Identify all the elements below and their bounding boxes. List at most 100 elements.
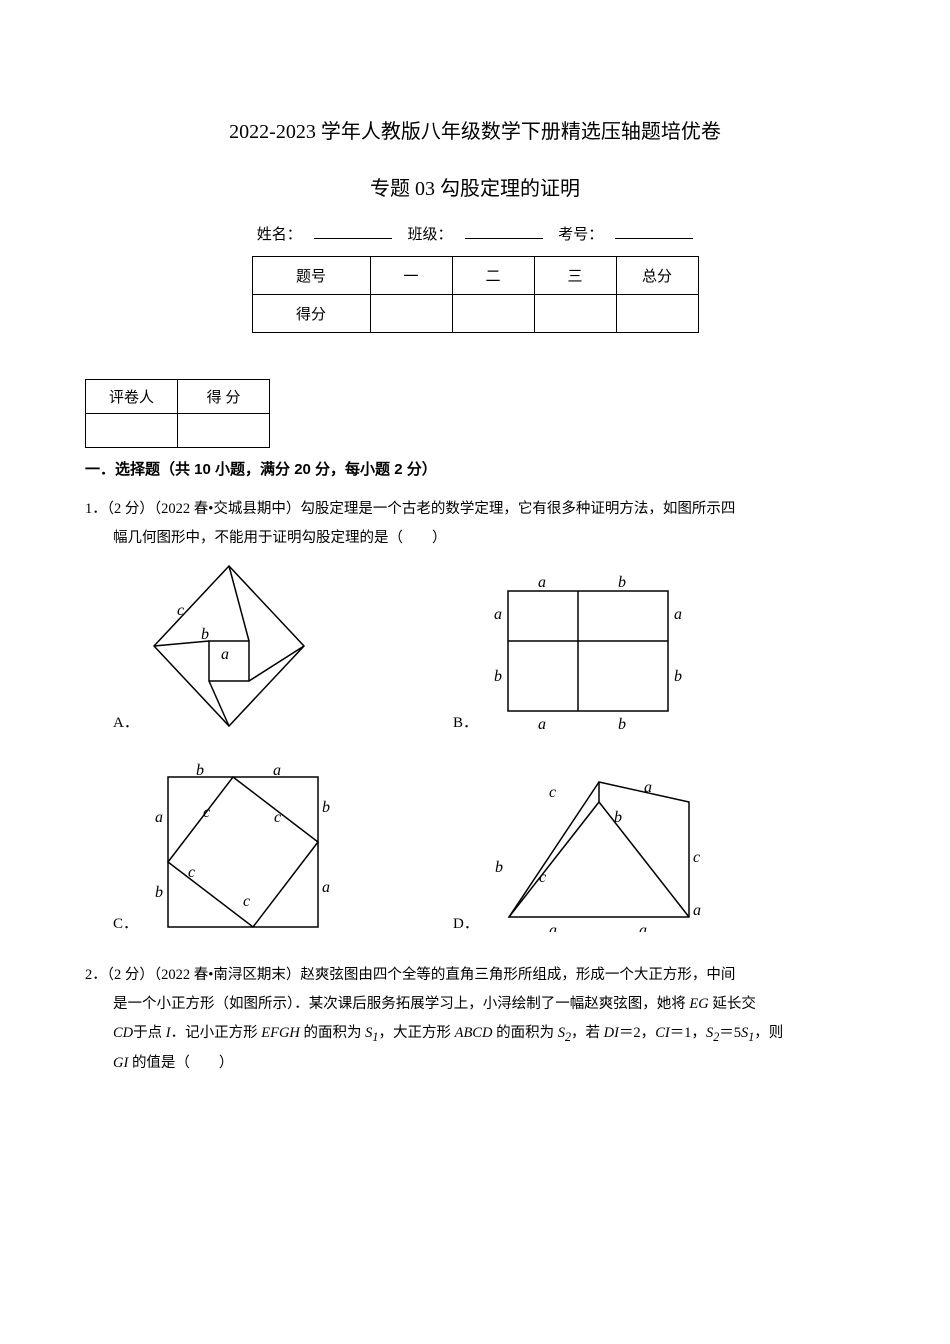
q2-text: ，若	[571, 1025, 604, 1041]
var-gi: GI	[113, 1055, 128, 1071]
table-row: 题号 一 二 三 总分	[252, 257, 698, 295]
var-s1b: S1	[741, 1025, 754, 1041]
section-heading: 一．选择题（共 10 小题，满分 20 分，每小题 2 分）	[85, 458, 865, 479]
cell	[534, 295, 616, 333]
svg-text:c: c	[539, 869, 546, 886]
cell: 二	[452, 257, 534, 295]
option-a-label: A．	[113, 708, 139, 742]
cell	[616, 295, 698, 333]
figure-b: a b a b a b a b	[488, 571, 688, 742]
svg-text:c: c	[188, 864, 195, 881]
svg-text:a: a	[693, 902, 701, 919]
var-s2: S2	[558, 1025, 571, 1041]
q2-text: 是一个小正方形（如图所示）．某次课后服务拓展学习上，小浔绘制了一幅赵爽弦图，她将	[113, 996, 689, 1012]
var-eg: EG	[689, 996, 708, 1012]
q2-text: ，大正方形	[378, 1025, 454, 1041]
q2-text: 延长交	[709, 996, 756, 1012]
q2-text: ．记小正方形	[171, 1025, 262, 1041]
svg-text:a: a	[221, 646, 229, 663]
cell: 评卷人	[86, 380, 178, 414]
svg-text:a: a	[644, 779, 652, 796]
svg-text:b: b	[618, 574, 626, 591]
var-di: DI	[604, 1025, 619, 1041]
score-table: 题号 一 二 三 总分 得分	[252, 256, 699, 333]
id-blank	[615, 225, 693, 239]
var-efgh: EFGH	[261, 1025, 300, 1041]
q2-text: ＝5	[719, 1025, 741, 1041]
cell	[178, 414, 270, 448]
q1-line2: 幅几何图形中，不能用于证明勾股定理的是（ ）	[85, 524, 865, 553]
cell	[370, 295, 452, 333]
option-c-label: C．	[113, 909, 138, 943]
q2-text: 的面积为	[492, 1025, 557, 1041]
q2-text: 的面积为	[300, 1025, 365, 1041]
q1-line1: 1．（2 分）（2022 春•交城县期中）勾股定理是一个古老的数学定理，它有很多…	[85, 495, 865, 524]
var-s2b: S2	[706, 1025, 719, 1041]
var-ci: CI	[655, 1025, 670, 1041]
option-d-label: D．	[453, 909, 479, 943]
option-b-label: B．	[453, 708, 478, 742]
cell: 得 分	[178, 380, 270, 414]
cell: 总分	[616, 257, 698, 295]
var-abcd: ABCD	[455, 1025, 493, 1041]
cell: 三	[534, 257, 616, 295]
class-blank	[465, 225, 543, 239]
svg-text:c: c	[177, 602, 184, 619]
svg-text:a: a	[639, 922, 647, 932]
svg-text:c: c	[549, 784, 556, 801]
svg-text:b: b	[155, 884, 163, 901]
cell	[452, 295, 534, 333]
svg-text:a: a	[273, 762, 281, 779]
svg-text:b: b	[201, 626, 209, 643]
trapezoid-icon: c a b c a b c a a	[489, 772, 709, 932]
q2-line1: 2．（2 分）（2022 春•南浔区期末）赵爽弦图由四个全等的直角三角形所组成，…	[85, 961, 865, 990]
subtitle: 专题 03 勾股定理的证明	[85, 172, 865, 201]
svg-text:b: b	[495, 859, 503, 876]
svg-text:a: a	[494, 606, 502, 623]
table-row	[86, 414, 270, 448]
rectangle-split-icon: a b a b a b a b	[488, 571, 688, 731]
q2-text: ＝2，	[619, 1025, 655, 1041]
svg-text:a: a	[549, 922, 557, 932]
var-cd: CD	[113, 1025, 133, 1041]
svg-text:b: b	[618, 716, 626, 731]
svg-text:a: a	[538, 574, 546, 591]
svg-text:c: c	[693, 849, 700, 866]
name-label: 姓名：	[257, 227, 302, 243]
table-row: 评卷人 得 分	[86, 380, 270, 414]
svg-text:b: b	[614, 809, 622, 826]
class-label: 班级：	[407, 227, 452, 243]
svg-text:b: b	[196, 762, 204, 779]
q2-text: 于点	[133, 1025, 166, 1041]
eval-table: 评卷人 得 分	[85, 379, 270, 448]
question-1: 1．（2 分）（2022 春•交城县期中）勾股定理是一个古老的数学定理，它有很多…	[85, 495, 865, 943]
cell: 题号	[252, 257, 370, 295]
q2-text: 的值是（ ）	[128, 1055, 233, 1071]
var-s1: S1	[365, 1025, 378, 1041]
q2-text: ＝1，	[670, 1025, 706, 1041]
question-2: 2．（2 分）（2022 春•南浔区期末）赵爽弦图由四个全等的直角三角形所组成，…	[85, 961, 865, 1078]
svg-text:c: c	[203, 804, 210, 821]
figure-d: c a b c a b c a a	[489, 772, 709, 943]
cell	[86, 414, 178, 448]
q2-text: ，则	[754, 1025, 783, 1041]
svg-text:a: a	[322, 879, 330, 896]
svg-text:c: c	[274, 809, 281, 826]
main-title: 2022-2023 学年人教版八年级数学下册精选压轴题培优卷	[85, 115, 865, 144]
svg-text:b: b	[494, 668, 502, 685]
svg-text:c: c	[243, 893, 250, 910]
cell: 得分	[252, 295, 370, 333]
figure-c: b a a b b a c c c c a b	[148, 762, 338, 943]
svg-text:b: b	[322, 799, 330, 816]
table-row: 得分	[252, 295, 698, 333]
student-info-line: 姓名： 班级： 考号：	[85, 223, 865, 244]
id-label: 考号：	[558, 227, 603, 243]
tilted-square-icon: b a a b b a c c c c a b	[148, 762, 338, 932]
svg-text:a: a	[674, 606, 682, 623]
cell: 一	[370, 257, 452, 295]
zhaoshuang-icon: c b a	[149, 561, 319, 731]
svg-text:a: a	[538, 716, 546, 731]
svg-text:b: b	[674, 668, 682, 685]
svg-text:a: a	[155, 809, 163, 826]
name-blank	[314, 225, 392, 239]
